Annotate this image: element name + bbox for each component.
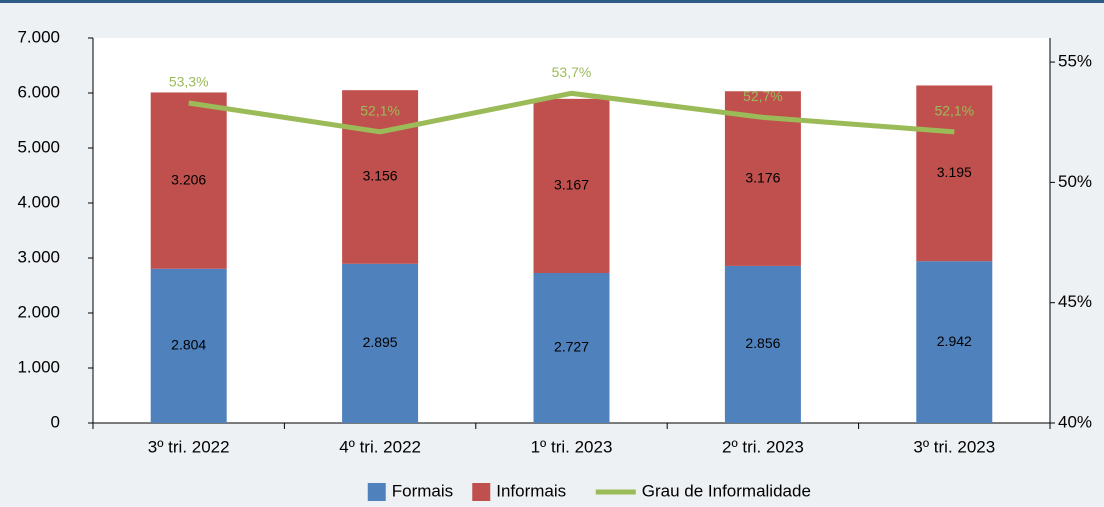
bar: [150, 268, 227, 423]
bar-label: 3.195: [937, 164, 972, 180]
x-tick-label: 2º tri. 2023: [722, 437, 804, 456]
x-tick-label: 3º tri. 2023: [913, 437, 995, 456]
bar-label: 2.727: [554, 339, 589, 355]
bar: [533, 98, 610, 274]
bar: [916, 85, 993, 262]
bar-label: 2.942: [937, 333, 972, 349]
y-tick-label: 0: [51, 412, 60, 431]
legend-swatch: [367, 483, 386, 501]
bar-label: 3.176: [745, 169, 780, 185]
y-tick-label: 5.000: [17, 137, 60, 156]
legend-swatch: [472, 483, 491, 501]
legend-label: Informais: [496, 481, 566, 500]
y-tick-label: 2.000: [17, 302, 60, 321]
y-tick-label: 7.000: [17, 27, 60, 46]
y-tick-label: 1.000: [17, 357, 60, 376]
bar-label: 3.156: [363, 168, 398, 184]
bar: [342, 263, 419, 423]
y-tick-label: 3.000: [17, 247, 60, 266]
x-tick-label: 3º tri. 2022: [148, 437, 230, 456]
line: [188, 90, 955, 135]
y2-tick-label: 50%: [1058, 172, 1092, 191]
y2-tick-label: 55%: [1058, 52, 1092, 71]
x-tick-label: 4º tri. 2022: [339, 437, 421, 456]
bar: [724, 265, 801, 423]
line-label: 52,7%: [743, 88, 783, 104]
bar: [150, 92, 227, 269]
line-label: 53,3%: [169, 74, 209, 90]
bar-label: 2.856: [745, 335, 780, 351]
y-tick-label: 4.000: [17, 192, 60, 211]
x-tick-label: 1º tri. 2023: [531, 437, 613, 456]
bar-label: 3.167: [554, 177, 589, 193]
legend-label: Grau de Informalidade: [642, 481, 811, 500]
bar: [916, 261, 993, 423]
y2-tick-label: 40%: [1058, 412, 1092, 431]
top-rule: [0, 0, 1104, 3]
bar-label: 2.804: [171, 337, 206, 353]
line-label: 52,1%: [934, 103, 974, 119]
bar: [533, 273, 610, 423]
y-tick-label: 6.000: [17, 82, 60, 101]
bar: [342, 90, 419, 264]
line-label: 52,1%: [360, 103, 400, 119]
bar-label: 3.206: [171, 171, 206, 187]
y2-tick-label: 45%: [1058, 292, 1092, 311]
bar-label: 2.895: [363, 334, 398, 350]
line-label: 53,7%: [552, 64, 592, 80]
legend-label: Formais: [392, 481, 453, 500]
